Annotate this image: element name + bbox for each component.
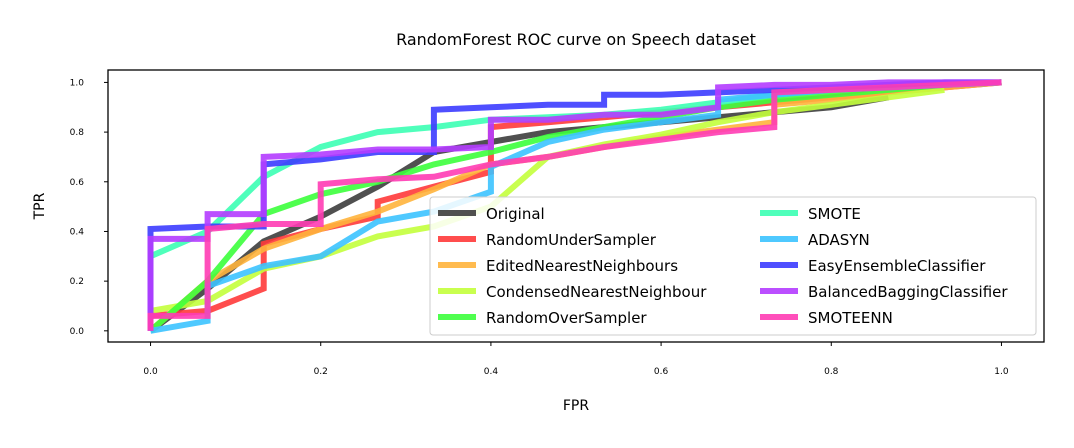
legend-label: RandomUnderSampler (486, 231, 657, 249)
series-lines (147, 79, 1002, 334)
x-axis-ticks: 0.0 0.2 0.4 0.6 0.8 1.0 (143, 342, 1009, 377)
legend-label: BalancedBaggingClassifier (808, 283, 1008, 301)
y-tick-label: 1.0 (70, 78, 85, 88)
legend-label: ADASYN (808, 231, 870, 249)
x-tick-label: 1.0 (994, 367, 1009, 377)
x-tick-label: 0.6 (654, 367, 669, 377)
x-tick-label: 0.8 (824, 367, 839, 377)
legend-label: SMOTE (808, 205, 861, 223)
y-tick-label: 0.8 (70, 128, 85, 138)
series-line-9 (147, 79, 1002, 331)
y-tick-label: 0.6 (70, 178, 85, 188)
legend-label: CondensedNearestNeighbour (486, 283, 707, 301)
y-tick-label: 0.2 (70, 277, 84, 287)
plot-frame (107, 69, 1045, 343)
x-axis-label: FPR (563, 398, 589, 414)
x-tick-label: 0.4 (484, 367, 499, 377)
y-tick-label: 0.4 (70, 227, 85, 237)
chart-title: RandomForest ROC curve on Speech dataset (396, 30, 756, 49)
y-tick-label: 0.0 (70, 327, 85, 337)
legend-label: EditedNearestNeighbours (486, 257, 678, 275)
x-tick-label: 0.0 (143, 367, 158, 377)
legend-label: RandomOverSampler (486, 309, 647, 327)
series-line-8 (147, 79, 1002, 331)
legend-label: Original (486, 205, 545, 223)
legend: Original RandomUnderSampler EditedNearestN… (429, 196, 1037, 336)
x-tick-label: 0.2 (314, 367, 328, 377)
legend-label: EasyEnsembleClassifier (808, 257, 986, 275)
legend-label: SMOTEENN (808, 309, 893, 327)
y-axis-label: TPR (32, 192, 48, 220)
y-axis-ticks: 0.0 0.2 0.4 0.6 0.8 1.0 (70, 78, 108, 337)
legend-box (429, 196, 1037, 336)
series-line-4 (148, 79, 1002, 334)
